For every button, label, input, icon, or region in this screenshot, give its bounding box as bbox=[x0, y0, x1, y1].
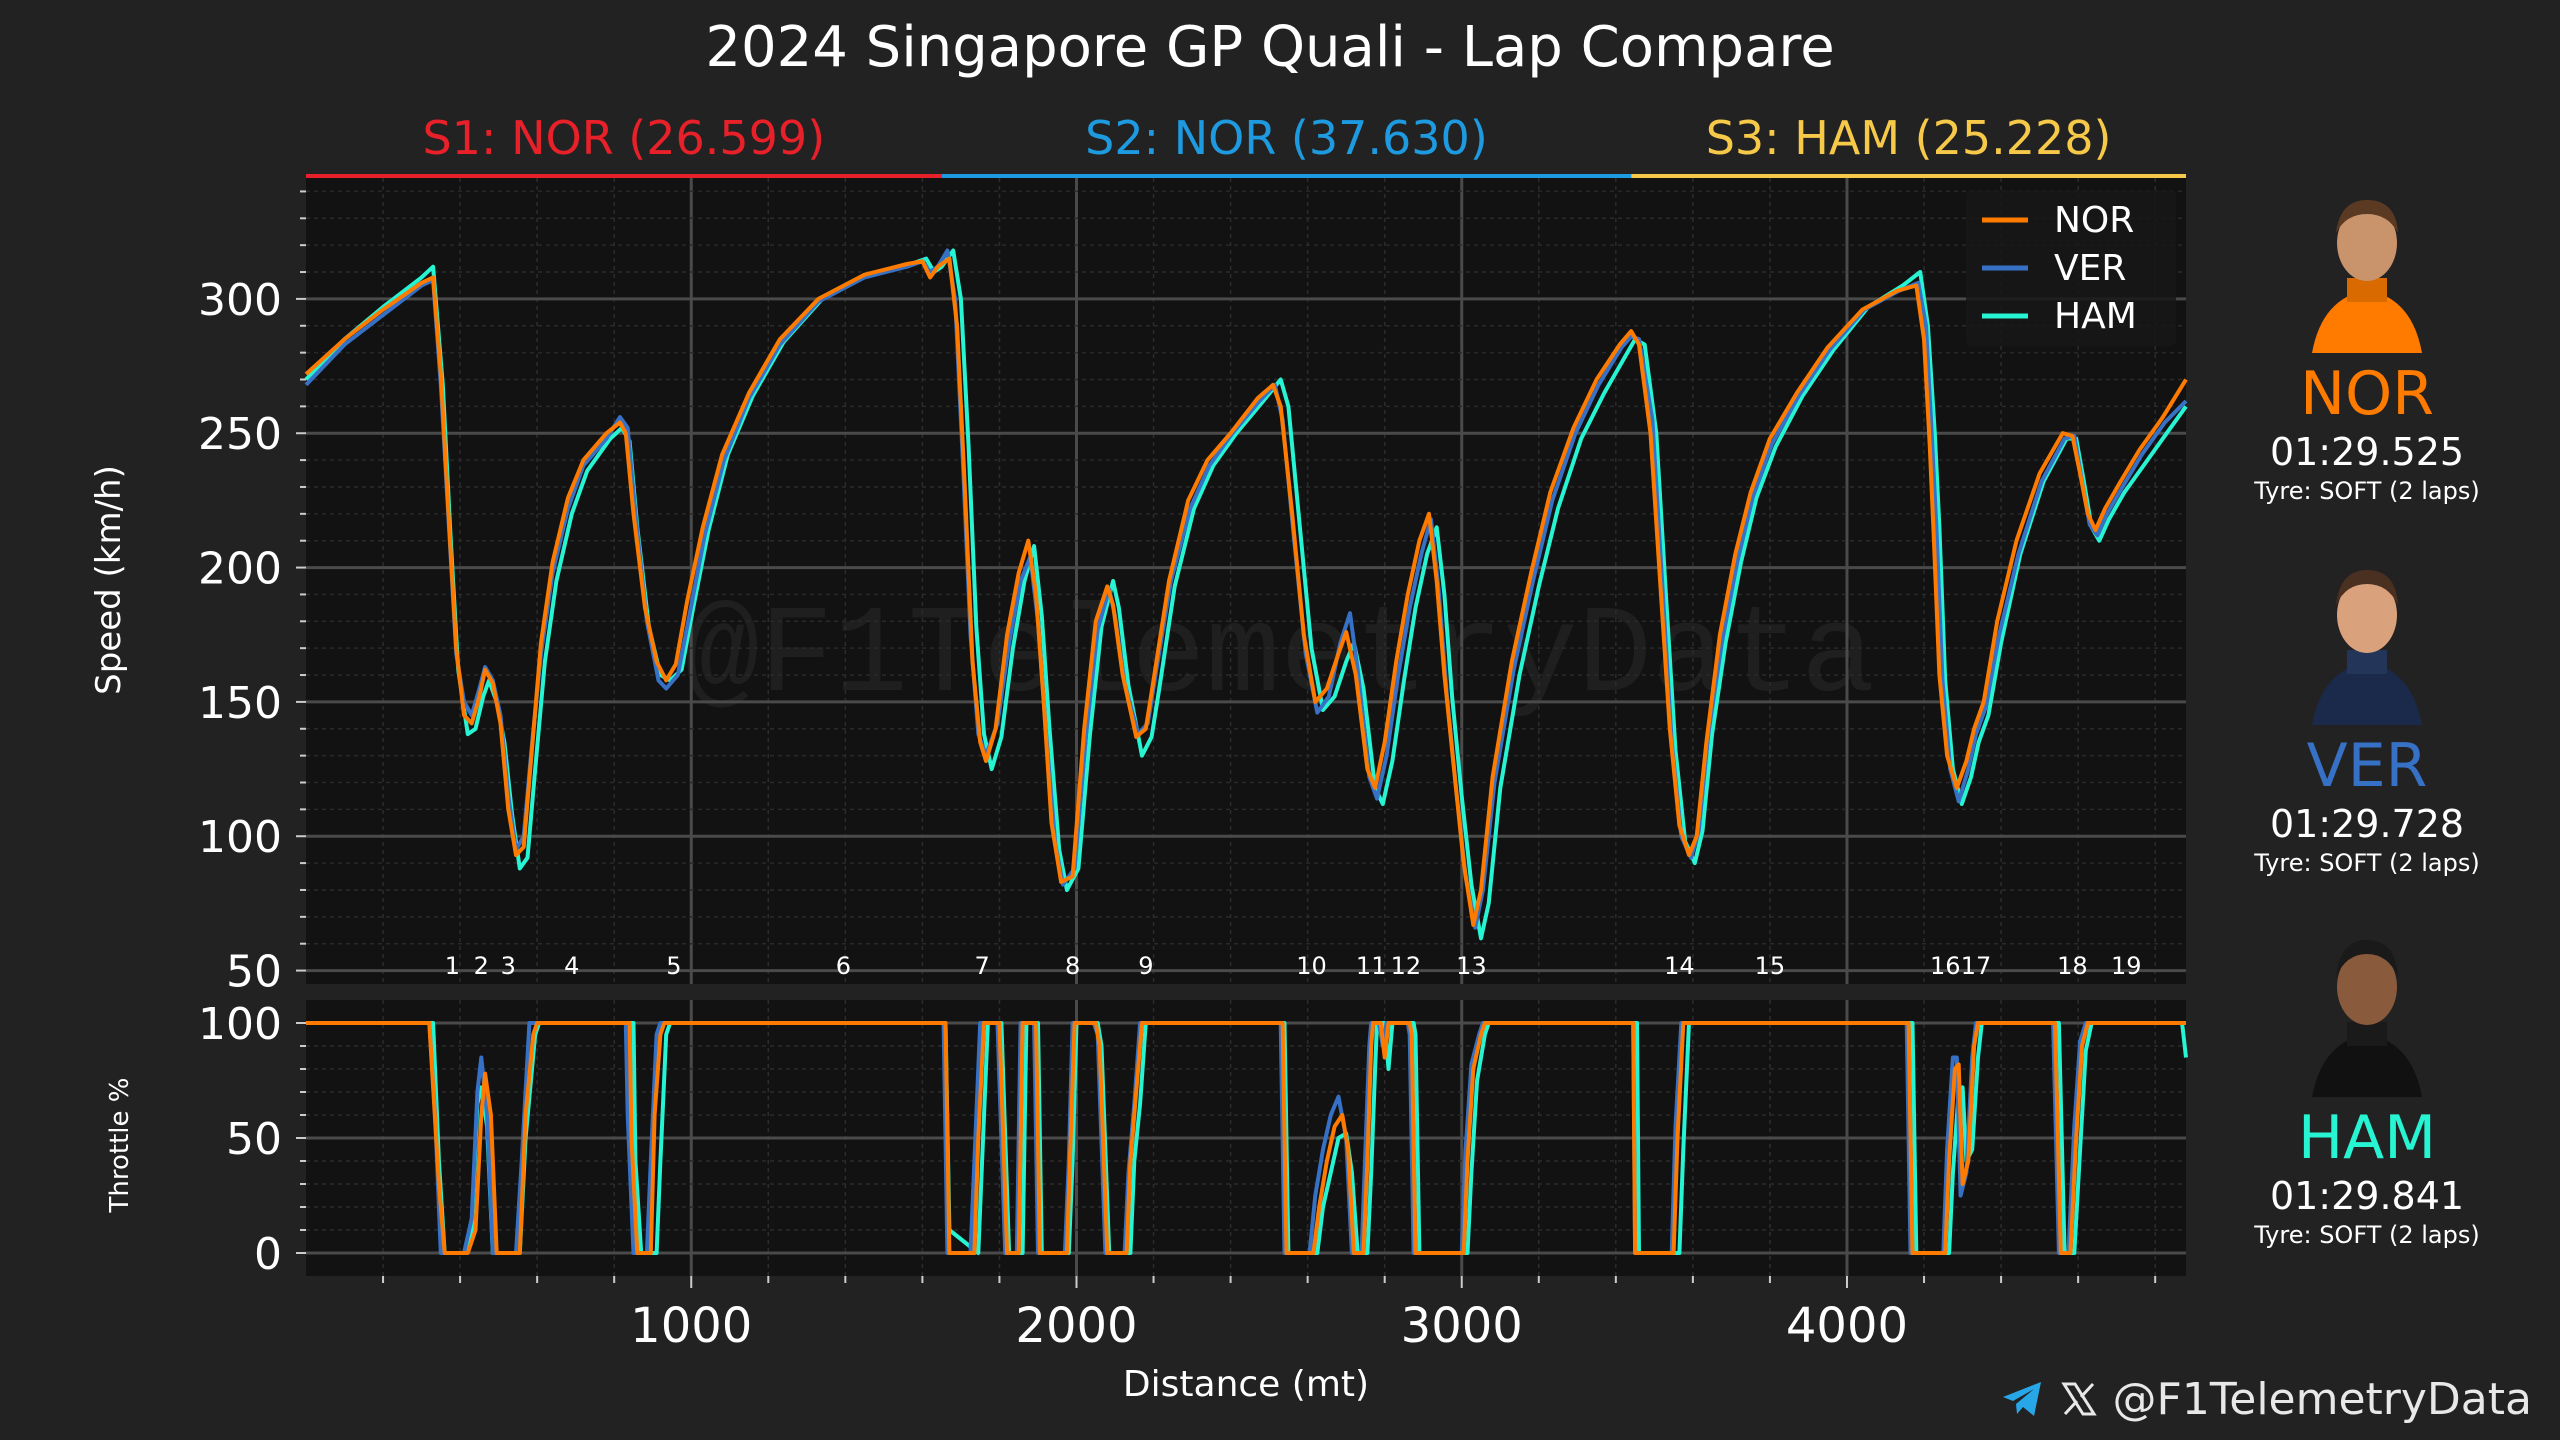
sector-markers: S1: NOR (26.599) S2: NOR (37.630) S3: HAM … bbox=[306, 111, 2186, 984]
lap-time-nor: 01:29.525 bbox=[2269, 430, 2465, 474]
chart-title: 2024 Singapore GP Quali - Lap Compare bbox=[705, 15, 1834, 80]
driver-card-nor: NOR 01:29.525 Tyre: SOFT (2 laps) bbox=[2192, 178, 2542, 507]
tyre-info-ver: Tyre: SOFT (2 laps) bbox=[2254, 849, 2480, 877]
speed-y-axis: 50 100 150 200 250 300 bbox=[198, 190, 306, 998]
corner-label-12: 12 bbox=[1391, 952, 1422, 980]
corner-label-19: 19 bbox=[2111, 952, 2142, 980]
footer-handle: @F1TelemetryData bbox=[2001, 1372, 2532, 1426]
throttle-tick-label: 0 bbox=[254, 1229, 282, 1280]
legend-label-ham: HAM bbox=[2054, 296, 2137, 337]
corner-label-1: 1 bbox=[445, 952, 460, 980]
corner-label-17: 17 bbox=[1961, 952, 1992, 980]
speed-tick-label: 50 bbox=[226, 947, 282, 998]
speed-tick-label: 150 bbox=[198, 678, 282, 729]
lap-time-ver: 01:29.728 bbox=[2269, 802, 2465, 846]
corner-label-8: 8 bbox=[1065, 952, 1080, 980]
distance-tick-label: 2000 bbox=[1015, 1298, 1137, 1354]
corner-label-9: 9 bbox=[1138, 952, 1153, 980]
throttle-panel: 0 50 100 1000 2000 3000 4000 Throttle % Dista… bbox=[105, 999, 2188, 1405]
corner-label-16: 16 bbox=[1930, 952, 1961, 980]
distance-axis-label: Distance (mt) bbox=[1123, 1364, 1369, 1405]
corner-label-15: 15 bbox=[1755, 952, 1786, 980]
telegram-icon bbox=[2001, 1379, 2045, 1419]
sector-label-1: S1: NOR (26.599) bbox=[423, 111, 826, 165]
driver-card-ver: VER 01:29.728 Tyre: SOFT (2 laps) bbox=[2192, 550, 2542, 879]
distance-x-axis: 1000 2000 3000 4000 bbox=[382, 1276, 2157, 1354]
throttle-lines bbox=[306, 1021, 2188, 1255]
corner-label-6: 6 bbox=[836, 952, 851, 980]
corner-label-13: 13 bbox=[1456, 952, 1487, 980]
distance-tick-label: 3000 bbox=[1401, 1298, 1523, 1354]
corner-labels: 1 2 3 4 5 6 7 8 9 10 11 12 13 14 15 16 17 18 19 bbox=[445, 952, 2142, 980]
lap-time-ham: 01:29.841 bbox=[2269, 1174, 2465, 1218]
driver-code-ham: HAM bbox=[2298, 1103, 2436, 1173]
watermark-text: @F1TelemetryData bbox=[685, 588, 1876, 728]
tyre-info-ham: Tyre: SOFT (2 laps) bbox=[2254, 1221, 2480, 1249]
throttle-line-nor bbox=[306, 1021, 2186, 1255]
sector-label-2: S2: NOR (37.630) bbox=[1085, 111, 1488, 165]
corner-label-4: 4 bbox=[564, 952, 579, 980]
corner-label-10: 10 bbox=[1296, 952, 1327, 980]
speed-panel: @F1TelemetryData 1 2 3 4 5 6 7 8 9 10 11 12 13 14 15 16… bbox=[89, 178, 2188, 998]
corner-label-11: 11 bbox=[1356, 952, 1387, 980]
corner-label-2: 2 bbox=[474, 952, 489, 980]
corner-label-7: 7 bbox=[974, 952, 989, 980]
driver-portrait-nor bbox=[2292, 178, 2442, 353]
driver-code-nor: NOR bbox=[2300, 359, 2434, 429]
distance-tick-label: 1000 bbox=[630, 1298, 752, 1354]
driver-portrait-ham bbox=[2292, 922, 2442, 1097]
throttle-tick-label: 100 bbox=[198, 999, 282, 1050]
throttle-axis-label: Throttle % bbox=[105, 1078, 135, 1214]
sector-label-3: S3: HAM (25.228) bbox=[1706, 111, 2112, 165]
legend: NOR VER HAM bbox=[1966, 190, 2176, 346]
distance-tick-label: 4000 bbox=[1786, 1298, 1908, 1354]
speed-line-nor bbox=[304, 256, 2188, 927]
speed-grid bbox=[306, 178, 2186, 984]
footer-handle-text: @F1TelemetryData bbox=[2112, 1373, 2532, 1425]
speed-tick-label: 100 bbox=[198, 812, 282, 863]
speed-lines bbox=[304, 248, 2188, 941]
driver-portrait-ver bbox=[2292, 550, 2442, 725]
legend-label-nor: NOR bbox=[2054, 200, 2134, 241]
driver-code-ver: VER bbox=[2306, 731, 2428, 801]
throttle-tick-label: 50 bbox=[226, 1114, 282, 1165]
speed-tick-label: 200 bbox=[198, 544, 282, 595]
legend-box bbox=[1966, 190, 2176, 346]
speed-axis-label: Speed (km/h) bbox=[89, 465, 129, 695]
speed-plot-area bbox=[306, 178, 2186, 984]
tyre-info-nor: Tyre: SOFT (2 laps) bbox=[2254, 477, 2480, 505]
x-logo-icon bbox=[2060, 1381, 2097, 1417]
corner-label-3: 3 bbox=[501, 952, 516, 980]
speed-tick-label: 250 bbox=[198, 409, 282, 460]
speed-tick-label: 300 bbox=[198, 275, 282, 326]
corner-label-14: 14 bbox=[1664, 952, 1695, 980]
throttle-y-axis: 0 50 100 bbox=[198, 999, 306, 1280]
driver-card-ham: HAM 01:29.841 Tyre: SOFT (2 laps) bbox=[2192, 922, 2542, 1251]
corner-label-18: 18 bbox=[2057, 952, 2088, 980]
legend-label-ver: VER bbox=[2054, 248, 2126, 289]
corner-label-5: 5 bbox=[666, 952, 681, 980]
